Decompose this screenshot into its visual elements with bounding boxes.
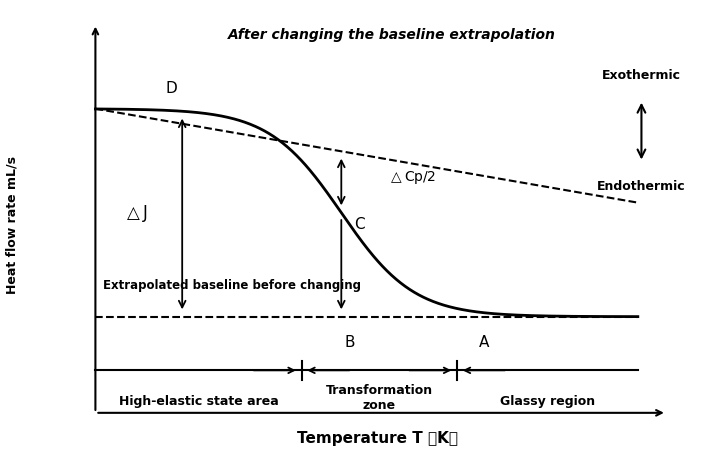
Text: High-elastic state area: High-elastic state area [118,395,278,408]
Text: B: B [345,334,356,350]
Text: Transformation
zone: Transformation zone [326,384,433,412]
Text: $\triangle$Cp/2: $\triangle$Cp/2 [388,169,436,186]
Text: Temperature T （K）: Temperature T （K） [297,432,458,446]
Text: Exothermic: Exothermic [602,69,681,82]
Text: Endothermic: Endothermic [597,180,686,194]
Text: D: D [166,81,177,95]
Text: After changing the baseline extrapolation: After changing the baseline extrapolatio… [228,28,556,42]
Text: Extrapolated baseline before changing: Extrapolated baseline before changing [102,279,361,292]
Text: Heat flow rate mL/s: Heat flow rate mL/s [5,156,18,294]
Text: A: A [478,334,489,350]
Text: C: C [354,217,365,232]
Text: $\triangle$J: $\triangle$J [123,203,147,225]
Text: Glassy region: Glassy region [500,395,595,408]
